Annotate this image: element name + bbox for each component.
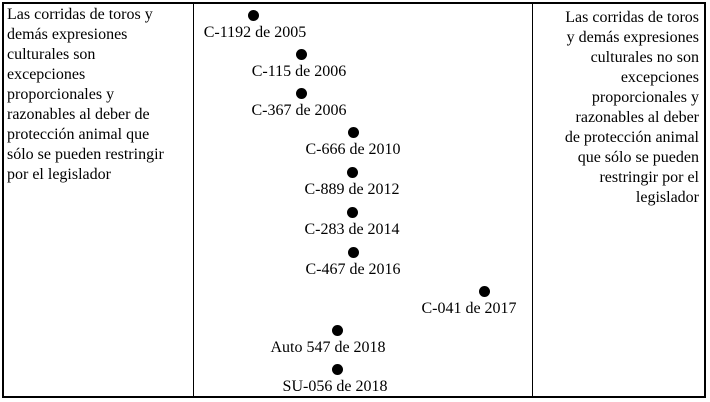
timeline-label: C-666 de 2010	[305, 141, 401, 158]
timeline-dot	[331, 363, 343, 375]
timeline-dot	[478, 285, 490, 297]
timeline-label: C-889 de 2012	[304, 181, 400, 198]
timeline-label: Auto 547 de 2018	[270, 339, 386, 356]
timeline-label: SU-056 de 2018	[282, 378, 388, 395]
right-panel-text: Las corridas de toros y demás expresione…	[564, 9, 699, 206]
timeline-dot	[295, 87, 307, 99]
timeline-dot	[346, 166, 358, 178]
three-column-table: Las corridas de toros y demás expresione…	[2, 2, 706, 398]
timeline-label: C-041 de 2017	[421, 300, 517, 317]
left-panel: Las corridas de toros y demás expresione…	[4, 4, 194, 396]
timeline-dot	[247, 9, 259, 21]
timeline-label: C-283 de 2014	[304, 221, 400, 238]
timeline-label: C-367 de 2006	[251, 102, 347, 119]
timeline-label: C-1192 de 2005	[203, 24, 307, 41]
right-panel: Las corridas de toros y demás expresione…	[532, 4, 704, 396]
timeline-dot	[295, 48, 307, 60]
timeline-label: C-467 de 2016	[305, 261, 401, 278]
timeline-dot	[347, 126, 359, 138]
timeline-dot	[347, 246, 359, 258]
timeline-dot	[331, 324, 343, 336]
timeline-label: C-115 de 2006	[251, 63, 347, 80]
timeline: C-1192 de 2005 C-115 de 2006 C-367 de 2006…	[194, 4, 532, 396]
left-panel-text: Las corridas de toros y demás expresione…	[7, 6, 164, 183]
timeline-dot	[346, 206, 358, 218]
